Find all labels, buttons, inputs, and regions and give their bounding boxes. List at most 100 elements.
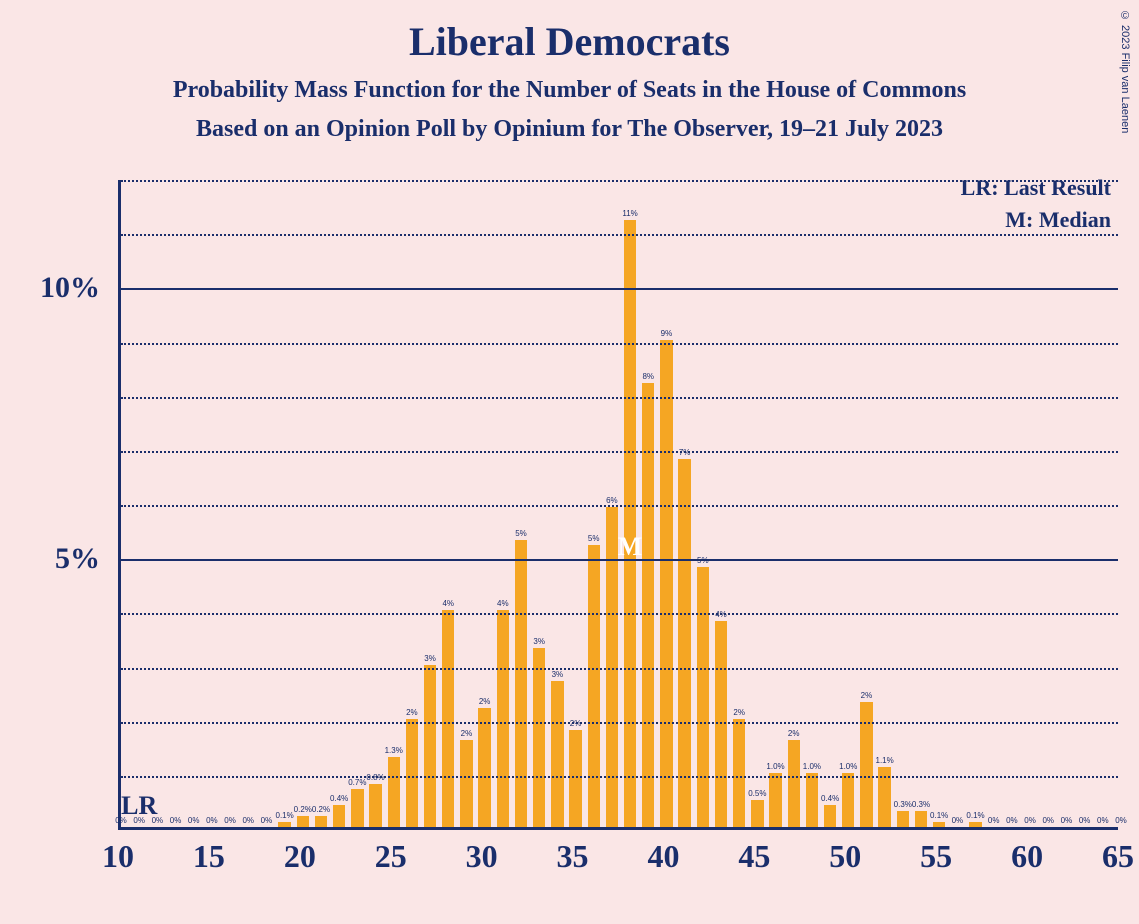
x-axis-label: 15 xyxy=(193,838,225,875)
bar: 2% xyxy=(460,740,472,827)
copyright-text: © 2023 Filip van Laenen xyxy=(1119,10,1131,133)
gridline-major xyxy=(121,288,1118,290)
x-axis-label: 30 xyxy=(466,838,498,875)
bar: 2% xyxy=(733,719,745,827)
bar-value-label: 0% xyxy=(1061,816,1073,825)
bar: 1.0% xyxy=(769,773,781,827)
bar-value-label: 4% xyxy=(442,599,454,608)
bar-value-label: 3% xyxy=(424,654,436,663)
bar-value-label: 4% xyxy=(497,599,509,608)
bar-value-label: 0% xyxy=(224,816,236,825)
bar-value-label: 3% xyxy=(533,637,545,646)
bar-value-label: 1.0% xyxy=(839,762,857,771)
y-axis-labels: 5%10% xyxy=(40,180,112,830)
bar: 0.2% xyxy=(315,816,327,827)
gridline-minor xyxy=(121,722,1118,724)
bar-value-label: 1.1% xyxy=(876,756,894,765)
bar: 0.2% xyxy=(297,816,309,827)
bar: 3% xyxy=(533,648,545,827)
bars-layer: 0%0%0%0%0%0%0%0%0%0.1%0.2%0.2%0.4%0.7%0.… xyxy=(121,180,1118,827)
bar: 3% xyxy=(424,665,436,828)
x-axis-labels: 101520253035404550556065 xyxy=(118,838,1118,888)
main-title: Liberal Democrats xyxy=(0,18,1139,65)
bar-value-label: 5% xyxy=(515,529,527,538)
plot-region: 0%0%0%0%0%0%0%0%0%0.1%0.2%0.2%0.4%0.7%0.… xyxy=(118,180,1118,830)
x-axis-label: 50 xyxy=(829,838,861,875)
bar-value-label: 0% xyxy=(1024,816,1036,825)
x-axis-label: 40 xyxy=(647,838,679,875)
bar: 2% xyxy=(569,730,581,828)
bar: 4% xyxy=(442,610,454,827)
bar-value-label: 0.1% xyxy=(930,811,948,820)
bar: 2% xyxy=(406,719,418,827)
gridline-minor xyxy=(121,668,1118,670)
bar-value-label: 0% xyxy=(1006,816,1018,825)
bar: 5% xyxy=(515,540,527,827)
x-axis-label: 10 xyxy=(102,838,134,875)
bar-value-label: 0% xyxy=(261,816,273,825)
bar: 0.1% xyxy=(933,822,945,827)
x-axis-label: 25 xyxy=(375,838,407,875)
bar-value-label: 0% xyxy=(1079,816,1091,825)
x-axis-label: 45 xyxy=(738,838,770,875)
gridline-minor xyxy=(121,397,1118,399)
bar-value-label: 0% xyxy=(988,816,1000,825)
bar-value-label: 0.3% xyxy=(894,800,912,809)
bar-value-label: 2% xyxy=(861,691,873,700)
bar: 5% xyxy=(697,567,709,827)
bar: 0.1% xyxy=(278,822,290,827)
chart-area: 5%10% 0%0%0%0%0%0%0%0%0%0.1%0.2%0.2%0.4%… xyxy=(40,180,1120,890)
title-block: Liberal Democrats Probability Mass Funct… xyxy=(0,0,1139,143)
bar: 0.4% xyxy=(333,805,345,827)
x-axis-label: 60 xyxy=(1011,838,1043,875)
bar-value-label: 0% xyxy=(242,816,254,825)
bar-value-label: 0.4% xyxy=(821,794,839,803)
bar: 0.3% xyxy=(897,811,909,827)
bar: 1.0% xyxy=(842,773,854,827)
gridline-minor xyxy=(121,234,1118,236)
subtitle-line-2: Based on an Opinion Poll by Opinium for … xyxy=(0,116,1139,143)
bar-value-label: 9% xyxy=(661,329,673,338)
gridline-minor xyxy=(121,613,1118,615)
bar-value-label: 0.4% xyxy=(330,794,348,803)
bar-value-label: 8% xyxy=(642,372,654,381)
bar-value-label: 2% xyxy=(461,729,473,738)
subtitle-line-1: Probability Mass Function for the Number… xyxy=(0,77,1139,104)
bar: 11% xyxy=(624,220,636,827)
bar-value-label: 0% xyxy=(952,816,964,825)
bar-value-label: 2% xyxy=(733,708,745,717)
median-marker: M xyxy=(618,532,643,562)
bar-value-label: 3% xyxy=(552,670,564,679)
bar-value-label: 0.2% xyxy=(312,805,330,814)
bar: 0.4% xyxy=(824,805,836,827)
bar-value-label: 0% xyxy=(1097,816,1109,825)
bar: 0.8% xyxy=(369,784,381,827)
bar: 0.5% xyxy=(751,800,763,827)
y-axis-label: 10% xyxy=(40,271,100,305)
bar: 1.0% xyxy=(806,773,818,827)
lr-marker: LR xyxy=(121,791,157,821)
bar: 4% xyxy=(497,610,509,827)
gridline-minor xyxy=(121,451,1118,453)
bar-value-label: 0.3% xyxy=(912,800,930,809)
bar: 2% xyxy=(478,708,490,827)
bar-value-label: 1.0% xyxy=(803,762,821,771)
bar: 2% xyxy=(788,740,800,827)
bar-value-label: 0.7% xyxy=(348,778,366,787)
bar-value-label: 0.1% xyxy=(276,811,294,820)
bar: 3% xyxy=(551,681,563,827)
bar-value-label: 0.1% xyxy=(966,811,984,820)
bar-value-label: 0.5% xyxy=(748,789,766,798)
bar-value-label: 2% xyxy=(788,729,800,738)
bar-value-label: 5% xyxy=(588,534,600,543)
bar: 8% xyxy=(642,383,654,827)
x-axis-label: 35 xyxy=(557,838,589,875)
x-axis-label: 65 xyxy=(1102,838,1134,875)
x-axis-label: 20 xyxy=(284,838,316,875)
bar-value-label: 0% xyxy=(170,816,182,825)
bar-value-label: 2% xyxy=(479,697,491,706)
bar: 4% xyxy=(715,621,727,827)
bar: 0.1% xyxy=(969,822,981,827)
bar: 7% xyxy=(678,459,690,827)
gridline-minor xyxy=(121,776,1118,778)
